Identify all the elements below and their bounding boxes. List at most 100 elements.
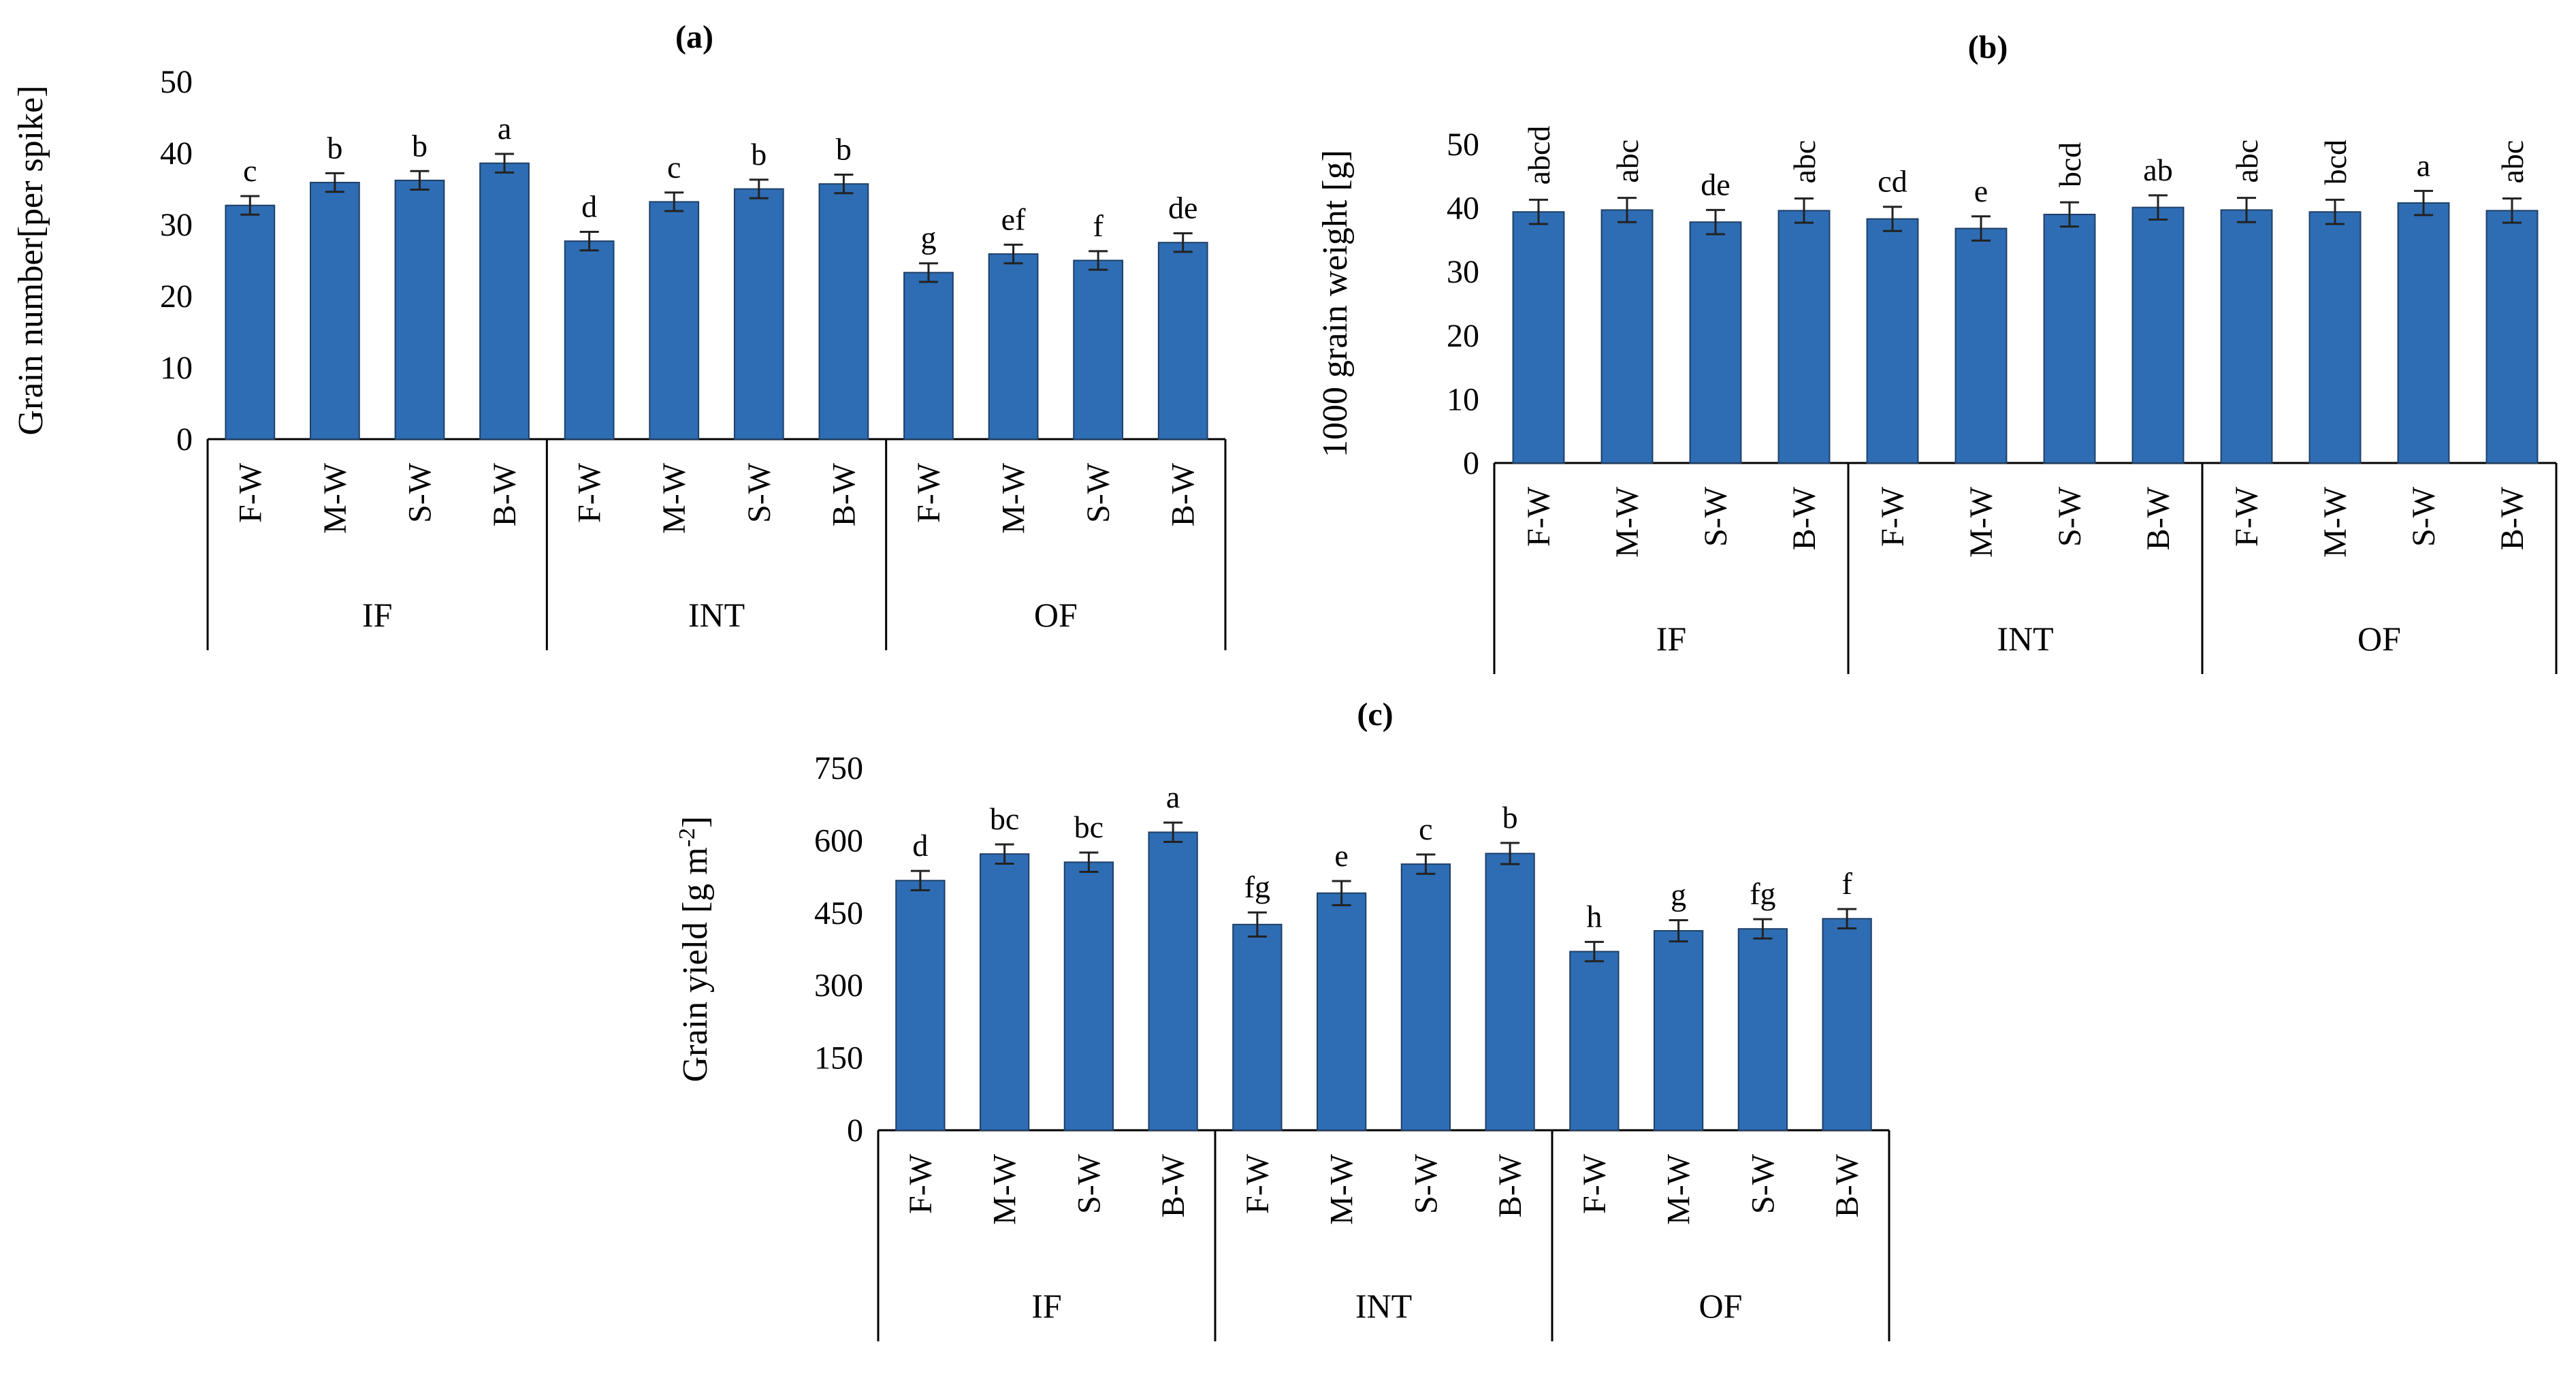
bar xyxy=(2043,213,2096,464)
significance-letter: de xyxy=(1701,167,1730,202)
category-label: F-W xyxy=(2229,486,2265,547)
bar xyxy=(1600,209,1654,464)
significance-letter: g xyxy=(1671,877,1686,912)
bar xyxy=(1512,211,1565,464)
bar xyxy=(1569,950,1620,1131)
significance-letter: b xyxy=(412,128,428,163)
y-axis-title: Grain yield [g m-2] xyxy=(675,816,715,1083)
panel-a: (a) Grain number[per spike] 0 10 20 30 40 50 IF c… xyxy=(12,19,1227,650)
y-axis-title-text: 1000 grain weight [g] xyxy=(1316,150,1355,458)
bar xyxy=(1777,210,1831,464)
bar xyxy=(1485,852,1535,1131)
category-label: B-W xyxy=(2140,486,2176,550)
significance-letter: d xyxy=(912,828,928,863)
category-label: M-W xyxy=(317,462,353,534)
bar xyxy=(1232,923,1283,1131)
significance-letter: c xyxy=(667,150,681,185)
significance-letter: e xyxy=(1974,174,1988,208)
category-label: M-W xyxy=(987,1153,1023,1225)
bar xyxy=(988,253,1039,440)
bar xyxy=(1157,242,1208,440)
group-label: IF xyxy=(1031,1287,1061,1325)
significance-letter: fg xyxy=(1244,869,1270,904)
group-label: INT xyxy=(1997,620,2053,658)
y-tick-label: 150 xyxy=(814,1040,863,1076)
significance-letter: e xyxy=(1334,838,1348,873)
category-label: B-W xyxy=(1155,1153,1191,1217)
significance-letter: de xyxy=(1168,191,1197,225)
bar xyxy=(895,880,946,1131)
category-label: F-W xyxy=(911,462,947,523)
bar xyxy=(649,201,700,440)
category-label: S-W xyxy=(1071,1153,1107,1214)
category-label: M-W xyxy=(996,462,1032,534)
category-label: S-W xyxy=(402,462,438,523)
category-label: S-W xyxy=(2406,486,2442,547)
significance-letter: f xyxy=(1841,866,1852,901)
category-label: B-W xyxy=(1829,1153,1865,1217)
category-label: S-W xyxy=(741,462,777,523)
category-label: B-W xyxy=(1786,486,1822,550)
panel-title: (a) xyxy=(675,19,713,55)
bar xyxy=(225,204,276,440)
y-tick-label: 0 xyxy=(1463,445,1479,481)
significance-letter: bc xyxy=(990,801,1019,836)
group-label: INT xyxy=(1355,1287,1412,1325)
bar xyxy=(1653,930,1704,1131)
y-axis-title: Grain number[per spike] xyxy=(12,85,50,435)
bar xyxy=(1400,863,1451,1131)
y-tick-label: 300 xyxy=(814,968,863,1004)
y-tick-label: 20 xyxy=(1447,318,1479,354)
category-label: M-W xyxy=(2317,486,2353,558)
y-tick-label: 30 xyxy=(160,207,193,243)
panel-c: (c) Grain yield [g m-2] 0 150 300 450 600 750 IF… xyxy=(675,697,1890,1341)
significance-letter: c xyxy=(1419,812,1432,846)
significance-letter: b xyxy=(327,130,342,165)
bar xyxy=(394,179,445,440)
y-tick-label: 40 xyxy=(1447,191,1479,227)
category-label: B-W xyxy=(1165,462,1202,526)
category-label: S-W xyxy=(2052,486,2088,547)
group-label: INT xyxy=(688,596,745,634)
bar xyxy=(903,272,954,440)
group-label: OF xyxy=(1034,596,1078,634)
category-label: F-W xyxy=(232,462,268,523)
category-label: F-W xyxy=(903,1153,939,1214)
category-label: S-W xyxy=(1080,462,1116,523)
y-tick-label: 50 xyxy=(160,64,193,100)
bar xyxy=(1316,892,1367,1131)
group-label: OF xyxy=(1699,1287,1743,1325)
significance-letter: abcd xyxy=(1522,126,1556,185)
category-label: B-W xyxy=(1492,1153,1528,1217)
significance-letter: ab xyxy=(2143,153,2172,187)
y-tick-label: 30 xyxy=(1447,254,1479,290)
group-label: IF xyxy=(362,596,392,634)
significance-letter: b xyxy=(751,137,767,172)
category-label: F-W xyxy=(1577,1153,1613,1214)
y-axis-title-superscript: -2 xyxy=(675,828,700,847)
y-axis-title-close: ] xyxy=(676,816,715,828)
category-label: S-W xyxy=(1745,1153,1781,1214)
significance-letter: abc xyxy=(2495,140,2530,184)
y-tick-label: 10 xyxy=(1447,381,1479,417)
significance-letter: bc xyxy=(1074,810,1104,844)
bar xyxy=(2397,202,2450,464)
bar xyxy=(818,183,869,440)
significance-letter: ef xyxy=(1001,202,1026,236)
significance-letter: b xyxy=(1502,800,1518,835)
category-label: F-W xyxy=(572,462,608,523)
bar xyxy=(1073,259,1124,440)
category-label: S-W xyxy=(1408,1153,1444,1214)
bar xyxy=(2220,209,2273,464)
bar xyxy=(564,240,615,440)
y-tick-label: 600 xyxy=(814,822,863,859)
bar xyxy=(1063,861,1114,1131)
category-label: F-W xyxy=(1521,486,1557,547)
category-label: S-W xyxy=(1698,486,1734,547)
category-label: M-W xyxy=(1963,486,1999,558)
bar xyxy=(479,162,530,440)
significance-letter: b xyxy=(836,132,852,167)
y-tick-label: 50 xyxy=(1447,127,1479,163)
significance-letter: a xyxy=(1166,780,1180,814)
